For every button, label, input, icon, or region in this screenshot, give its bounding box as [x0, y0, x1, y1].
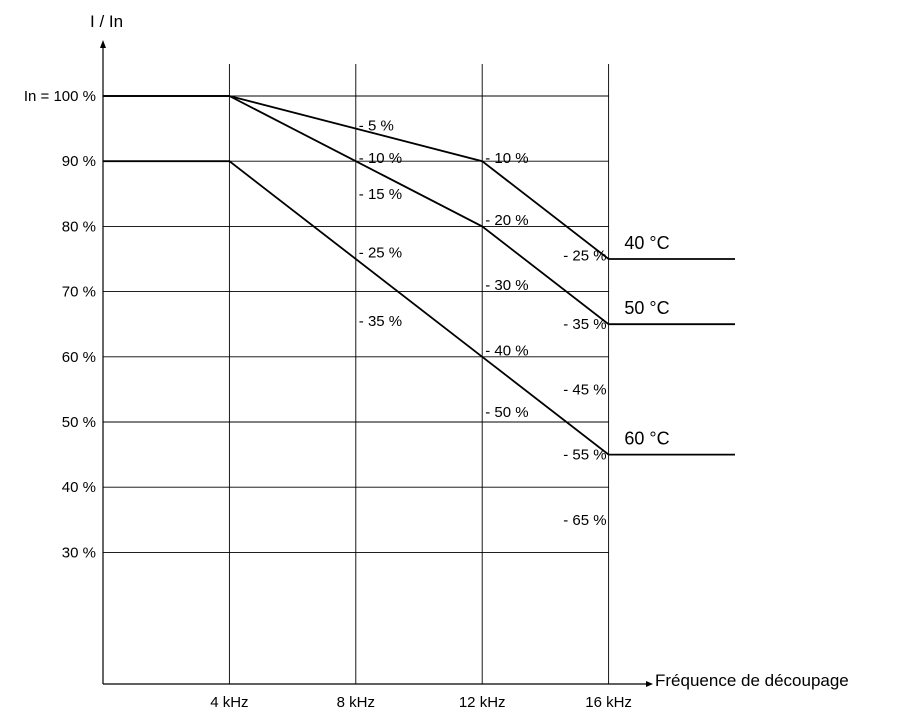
series-line	[103, 160, 735, 456]
drop-annotation: - 25 %	[563, 248, 606, 265]
x-tick-label: 4 kHz	[210, 694, 248, 711]
series-label: 50 °C	[624, 298, 669, 318]
drop-annotation: - 50 %	[485, 404, 528, 421]
y-axis-arrow-icon	[100, 40, 106, 48]
drop-annotation: - 5 %	[359, 117, 394, 134]
drop-annotation: - 30 %	[485, 277, 528, 294]
drop-annotation: - 55 %	[563, 447, 606, 464]
x-tick-label: 16 kHz	[585, 694, 632, 711]
y-tick-label: 50 %	[62, 414, 96, 431]
drop-annotation: - 10 %	[359, 150, 402, 167]
axis-layer: I / In Fréquence de découpage	[90, 12, 849, 690]
y-tick-label: 60 %	[62, 349, 96, 366]
series-label: 40 °C	[624, 233, 669, 253]
series-label: 60 °C	[624, 429, 669, 449]
y-tick-label: 30 %	[62, 544, 96, 561]
y-axis-title: I / In	[90, 12, 123, 31]
x-axis-arrow-icon	[646, 681, 653, 687]
series-layer	[103, 95, 735, 456]
label-layer: In = 100 % 90 % 80 % 70 % 60 % 50 % 40 % 30 % 4 …	[24, 88, 670, 711]
x-tick-label: 8 kHz	[337, 694, 375, 711]
drop-annotation: - 35 %	[359, 313, 402, 330]
x-tick-label: 12 kHz	[459, 694, 506, 711]
drop-annotation: - 40 %	[485, 342, 528, 359]
series-line	[103, 95, 735, 326]
drop-annotation: - 20 %	[485, 212, 528, 229]
y-tick-label: 70 %	[62, 284, 96, 301]
drop-annotation: - 35 %	[563, 316, 606, 333]
drop-annotation: - 15 %	[359, 186, 402, 203]
drop-annotation: - 45 %	[563, 381, 606, 398]
y-tick-label: In = 100 %	[24, 88, 96, 105]
y-tick-label: 80 %	[62, 218, 96, 235]
y-tick-label: 90 %	[62, 153, 96, 170]
drop-annotation: - 10 %	[485, 150, 528, 167]
x-axis-title: Fréquence de découpage	[655, 671, 849, 690]
grid-layer	[103, 64, 610, 684]
drop-annotation: - 65 %	[563, 512, 606, 529]
drop-annotation: - 25 %	[359, 244, 402, 261]
y-tick-label: 40 %	[62, 479, 96, 496]
